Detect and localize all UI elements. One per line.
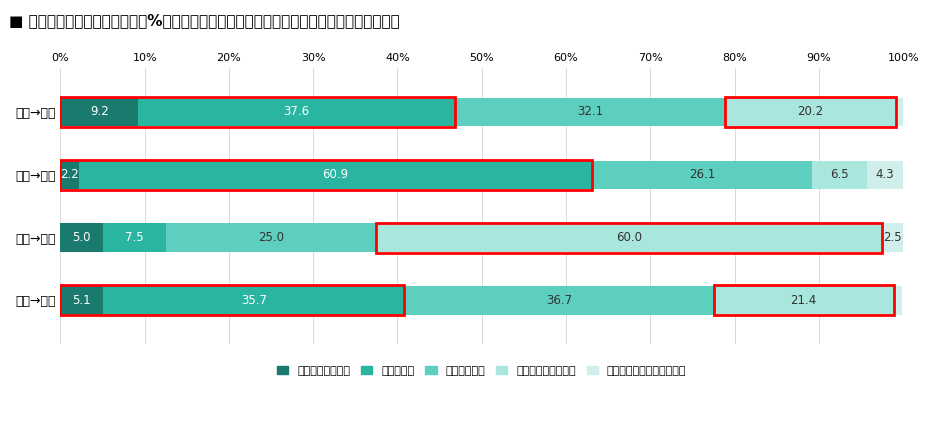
Bar <box>61 98 138 126</box>
Bar <box>894 286 902 315</box>
Text: 60.9: 60.9 <box>322 168 348 181</box>
Bar <box>61 161 78 189</box>
Bar <box>896 98 903 126</box>
Bar <box>714 286 894 315</box>
Bar <box>138 98 455 126</box>
Text: 7.5: 7.5 <box>125 231 144 244</box>
Text: 36.7: 36.7 <box>545 294 572 307</box>
Bar <box>813 161 867 189</box>
Text: ■ 住み替え先の広さについて（%）「住み替え先の広さは今の住宅と比べてどう考えるか」: ■ 住み替え先の広さについて（%）「住み替え先の広さは今の住宅と比べてどう考える… <box>9 13 400 28</box>
Text: 2.5: 2.5 <box>884 231 902 244</box>
Bar <box>404 286 714 315</box>
Bar <box>61 223 103 252</box>
Text: 32.1: 32.1 <box>577 106 603 118</box>
Text: 9.2: 9.2 <box>90 106 108 118</box>
Text: 20.2: 20.2 <box>798 106 824 118</box>
Bar <box>165 223 376 252</box>
Bar <box>104 286 404 315</box>
Bar <box>61 286 104 315</box>
Text: 26.1: 26.1 <box>689 168 715 181</box>
Bar <box>867 161 903 189</box>
Bar <box>455 98 726 126</box>
Text: 6.5: 6.5 <box>830 168 849 181</box>
Bar <box>726 98 896 126</box>
Bar <box>103 223 165 252</box>
Text: 60.0: 60.0 <box>616 231 643 244</box>
Text: 25.0: 25.0 <box>258 231 284 244</box>
Text: 21.4: 21.4 <box>790 294 817 307</box>
Text: 5.0: 5.0 <box>72 231 91 244</box>
Text: 35.7: 35.7 <box>241 294 267 307</box>
Legend: かなり広くしたい, 広くしたい, 同じ位でよい, コンパクトにしたい, かなりコンパクトにしたい: かなり広くしたい, 広くしたい, 同じ位でよい, コンパクトにしたい, かなりコ… <box>273 361 691 380</box>
Text: 4.3: 4.3 <box>876 168 895 181</box>
Text: 2.2: 2.2 <box>61 168 79 181</box>
Bar <box>592 161 813 189</box>
Text: 5.1: 5.1 <box>73 294 92 307</box>
Bar <box>78 161 592 189</box>
Text: 37.6: 37.6 <box>283 106 309 118</box>
Bar <box>376 223 882 252</box>
Bar <box>882 223 903 252</box>
